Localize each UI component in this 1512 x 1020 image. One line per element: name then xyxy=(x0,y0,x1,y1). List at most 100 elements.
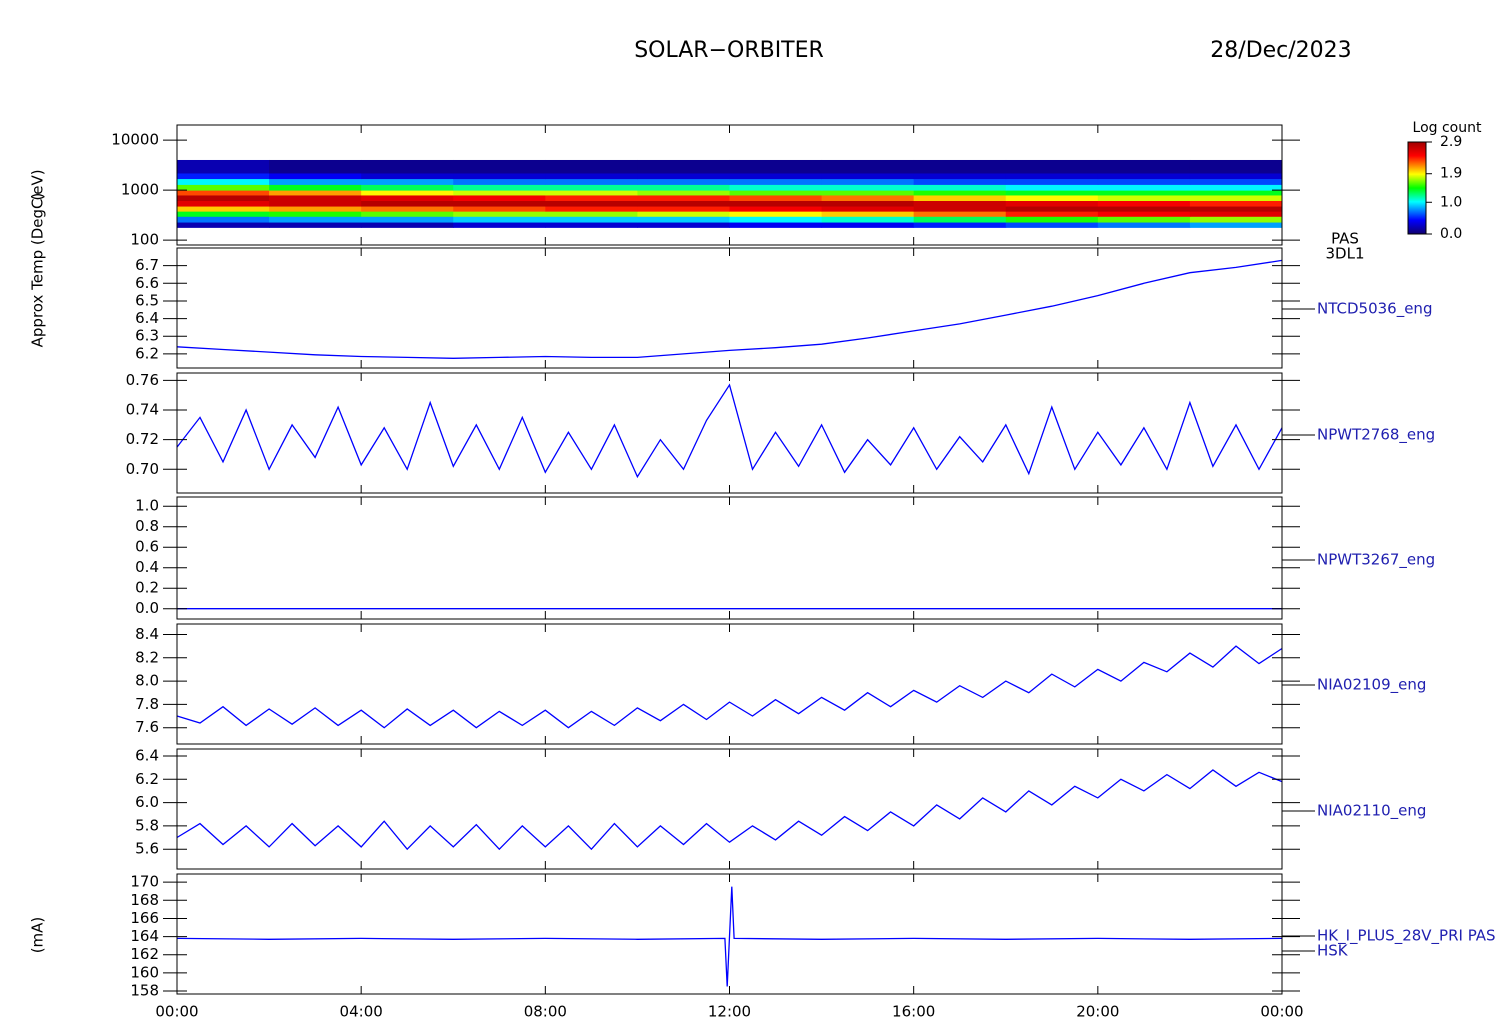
y-tick-label: 7.6 xyxy=(135,718,159,736)
heatmap-cell xyxy=(1097,222,1191,228)
heatmap-cell xyxy=(361,194,454,201)
heatmap-cell xyxy=(1005,216,1099,223)
heatmap-cell xyxy=(637,200,730,207)
y-tick-label: 0.6 xyxy=(135,538,159,556)
y-tick-label: 6.7 xyxy=(135,256,159,274)
heatmap-cell xyxy=(269,194,362,201)
y-tick-label: 164 xyxy=(130,927,159,945)
colorbar-tick-label: 1.9 xyxy=(1440,166,1462,182)
heatmap-cell xyxy=(637,178,730,185)
heatmap-cell xyxy=(545,159,638,174)
colorbar xyxy=(1407,141,1427,235)
y-tick-label: 0.72 xyxy=(126,430,159,448)
panel-frame xyxy=(176,623,1283,745)
series-line xyxy=(176,769,1283,851)
y-axis-label: (mA) xyxy=(29,917,47,954)
y-tick-label: 100 xyxy=(130,231,159,249)
heatmap-cell xyxy=(453,211,546,217)
heatmap-cell xyxy=(821,159,915,174)
y-tick-label: 0.8 xyxy=(135,517,159,535)
heatmap-cell xyxy=(729,184,823,191)
heatmap-cell xyxy=(545,200,638,207)
panel-frame xyxy=(176,372,1283,494)
panel-frame xyxy=(176,748,1283,870)
heatmap-cell xyxy=(453,178,546,185)
y-tick-label: 6.0 xyxy=(135,793,159,811)
heatmap-cell xyxy=(453,194,546,201)
y-tick-label: 6.4 xyxy=(135,746,159,764)
heatmap-cell xyxy=(729,178,823,185)
heatmap-cell xyxy=(177,184,270,191)
heatmap-cell xyxy=(1005,190,1099,196)
heatmap-cell xyxy=(729,200,823,207)
y-tick-label: 158 xyxy=(130,982,159,1000)
y-tick-label: 5.8 xyxy=(135,816,159,834)
series-name: NPWT3267_eng xyxy=(1317,551,1435,570)
heatmap-cell xyxy=(177,206,270,212)
heatmap-cell xyxy=(361,211,454,217)
heatmap-cell xyxy=(269,178,362,185)
y-tick-label: 6.4 xyxy=(135,309,159,327)
y-axis-label: (eV) xyxy=(29,169,47,200)
heatmap-cell xyxy=(913,194,1007,201)
x-tick-label: 00:00 xyxy=(155,1003,198,1020)
y-tick-label: 8.0 xyxy=(135,672,159,690)
heatmap-cell xyxy=(1189,159,1283,174)
heatmap-cell xyxy=(1097,200,1191,207)
heatmap-cell xyxy=(729,222,823,228)
heatmap-cell xyxy=(177,216,270,223)
heatmap-cell xyxy=(177,200,270,207)
y-tick-label: 0.76 xyxy=(126,371,159,389)
heatmap-cell xyxy=(637,211,730,217)
heatmap-cell xyxy=(913,222,1007,228)
y-tick-label: 1000 xyxy=(121,181,159,199)
colorbar-label: Log count xyxy=(1413,120,1482,136)
heatmap-cell xyxy=(453,222,546,228)
heatmap-cell xyxy=(177,172,270,180)
heatmap-cell xyxy=(913,190,1007,196)
y-tick-label: 6.3 xyxy=(135,327,159,345)
y-tick-label: 1.0 xyxy=(135,497,159,515)
heatmap-cell xyxy=(361,178,454,185)
y-tick-label: 10000 xyxy=(111,131,159,149)
y-tick-label: 170 xyxy=(130,873,159,891)
heatmap-cell xyxy=(729,211,823,217)
heatmap-cell xyxy=(545,222,638,228)
heatmap-cell xyxy=(361,190,454,196)
heatmap-cell xyxy=(637,222,730,228)
heatmap-cell xyxy=(1189,190,1283,196)
heatmap-cell xyxy=(913,200,1007,207)
heatmap-cell xyxy=(269,184,362,191)
heatmap-cell xyxy=(821,190,915,196)
heatmap-cell xyxy=(361,222,454,228)
heatmap-cell xyxy=(361,159,454,174)
heatmap-cell xyxy=(821,194,915,201)
heatmap-cell xyxy=(1005,206,1099,212)
heatmap-cell xyxy=(913,206,1007,212)
heatmap-cell xyxy=(1005,172,1099,180)
heatmap-cell xyxy=(1005,159,1099,174)
x-tick-label: 04:00 xyxy=(340,1003,383,1020)
panel-label: PAS xyxy=(1331,230,1359,248)
series-line xyxy=(176,645,1283,729)
heatmap-cell xyxy=(453,206,546,212)
heatmap-cell xyxy=(1189,222,1283,228)
heatmap-cell xyxy=(913,172,1007,180)
series-subname: HSK xyxy=(1317,942,1349,960)
heatmap-cell xyxy=(545,206,638,212)
heatmap-cell xyxy=(821,178,915,185)
heatmap-cell xyxy=(545,190,638,196)
heatmap-cell xyxy=(453,172,546,180)
y-tick-label: 0.4 xyxy=(135,558,159,576)
colorbar-tick-label: 1.0 xyxy=(1440,194,1462,210)
heatmap-cell xyxy=(637,172,730,180)
x-tick-label: 20:00 xyxy=(1076,1003,1119,1020)
heatmap-cell xyxy=(177,190,270,196)
heatmap-cell xyxy=(637,159,730,174)
series-line xyxy=(176,259,1283,359)
heatmap-cell xyxy=(729,159,823,174)
heatmap-cell xyxy=(637,206,730,212)
heatmap-cell xyxy=(1097,194,1191,201)
heatmap-cell xyxy=(821,216,915,223)
heatmap-cell xyxy=(1189,184,1283,191)
